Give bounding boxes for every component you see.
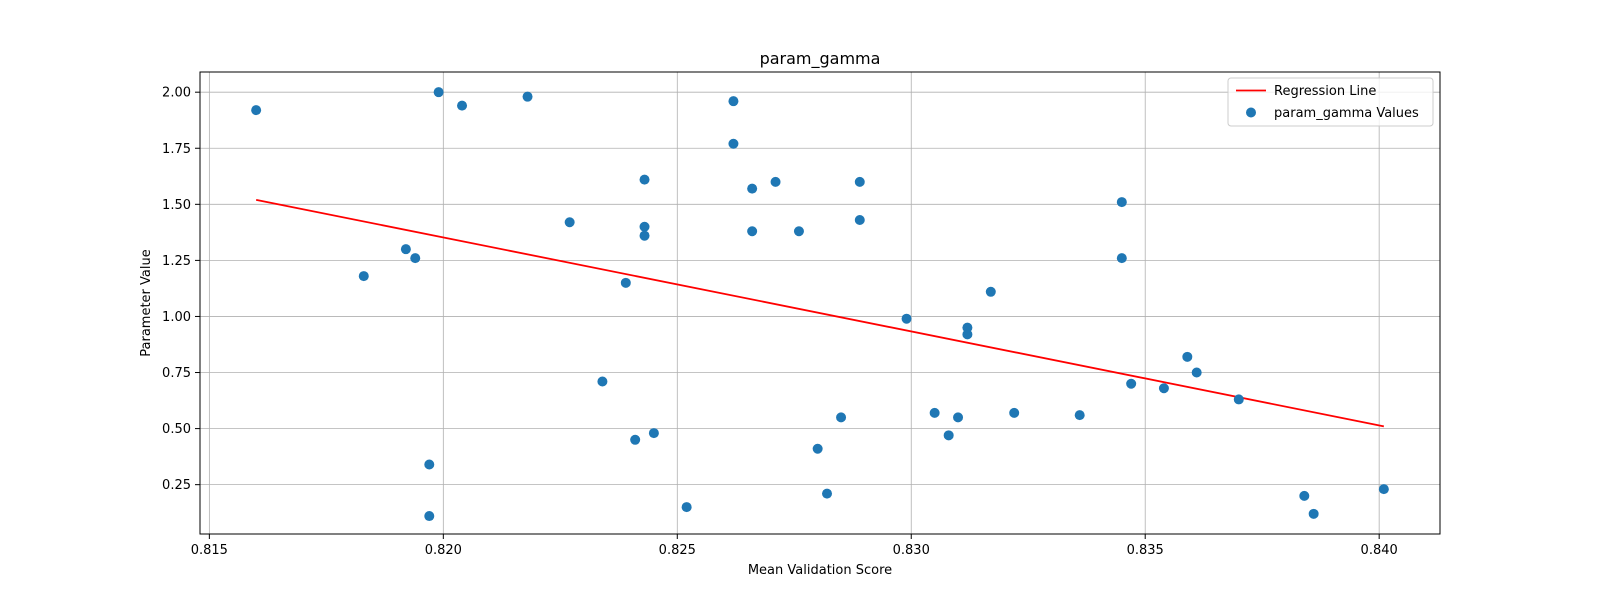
y-tick-label: 1.25: [162, 254, 191, 269]
scatter-point: [433, 87, 444, 98]
scatter-point: [251, 105, 262, 116]
scatter-point: [1191, 367, 1202, 378]
legend-points-swatch: [1246, 107, 1256, 118]
y-axis-title: Parameter Value: [139, 249, 154, 356]
x-tick-label: 0.820: [425, 543, 462, 558]
scatter-point: [1308, 508, 1319, 519]
y-axis-ticks: 0.25 0.50 0.75 1.00 1.25 1.50 1.75 2.00: [162, 86, 200, 493]
chart-title: param_gamma: [760, 49, 881, 69]
regression-line: [255, 198, 1385, 428]
scatter-point: [728, 96, 739, 107]
x-axis-ticks: 0.815 0.820 0.825 0.830 0.835 0.840: [191, 534, 1398, 558]
scatter-point: [648, 428, 659, 439]
scatter-point: [962, 329, 973, 340]
x-tick-label: 0.835: [1127, 543, 1164, 558]
scatter-point: [1233, 394, 1244, 405]
scatter-point: [564, 217, 575, 228]
x-axis-title: Mean Validation Score: [748, 563, 892, 578]
scatter-point: [1009, 407, 1020, 418]
y-tick-label: 1.50: [162, 198, 191, 213]
scatter-point: [639, 174, 650, 185]
scatter-point: [681, 502, 692, 513]
regression-layer: [255, 198, 1385, 428]
x-tick-label: 0.815: [191, 543, 228, 558]
scatter-point: [1116, 253, 1127, 264]
scatter-point: [1299, 490, 1310, 501]
scatter-point: [410, 253, 421, 264]
scatter-point: [854, 176, 865, 187]
scatter-point: [639, 221, 650, 232]
legend-points-label: param_gamma Values: [1274, 106, 1419, 121]
scatter-points: [251, 87, 1389, 522]
grid-lines: [200, 72, 1440, 534]
y-tick-label: 0.25: [162, 478, 191, 493]
scatter-point: [728, 138, 739, 149]
plot-frame: [199, 71, 1441, 535]
scatter-point: [812, 443, 823, 454]
scatter-point: [985, 286, 996, 297]
scatter-point: [1126, 378, 1137, 389]
scatter-point: [522, 91, 533, 102]
legend: Regression Line param_gamma Values: [1227, 77, 1434, 127]
scatter-point: [358, 271, 369, 282]
scatter-point: [620, 277, 631, 288]
y-tick-label: 2.00: [162, 86, 191, 101]
scatter-point: [1182, 351, 1193, 362]
scatter-point: [457, 100, 468, 111]
scatter-point: [1074, 410, 1085, 421]
scatter-point: [747, 183, 758, 194]
scatter-point: [822, 488, 833, 499]
y-tick-label: 1.75: [162, 142, 191, 157]
scatter-point: [770, 176, 781, 187]
x-tick-label: 0.840: [1361, 543, 1398, 558]
scatter-point: [953, 412, 964, 423]
y-tick-label: 0.50: [162, 422, 191, 437]
scatter-point: [929, 407, 940, 418]
scatter-point: [943, 430, 954, 441]
scatter-point: [424, 459, 435, 470]
scatter-point: [400, 244, 411, 255]
scatter-point: [854, 215, 865, 226]
scatter-point: [836, 412, 847, 423]
scatter-point: [424, 511, 435, 522]
scatter-point: [639, 230, 650, 241]
x-tick-label: 0.825: [659, 543, 696, 558]
scatter-point: [1158, 383, 1169, 394]
scatter-point: [1378, 484, 1389, 495]
legend-regression-label: Regression Line: [1274, 84, 1376, 99]
y-tick-label: 0.75: [162, 366, 191, 381]
scatter-point: [793, 226, 804, 237]
legend-box: [1227, 77, 1434, 127]
scatter-point: [630, 434, 641, 445]
x-tick-label: 0.830: [893, 543, 930, 558]
scatter-point: [747, 226, 758, 237]
y-tick-label: 1.00: [162, 310, 191, 325]
scatter-point: [597, 376, 608, 387]
scatter-point: [901, 313, 912, 324]
scatter-point: [1116, 197, 1127, 208]
